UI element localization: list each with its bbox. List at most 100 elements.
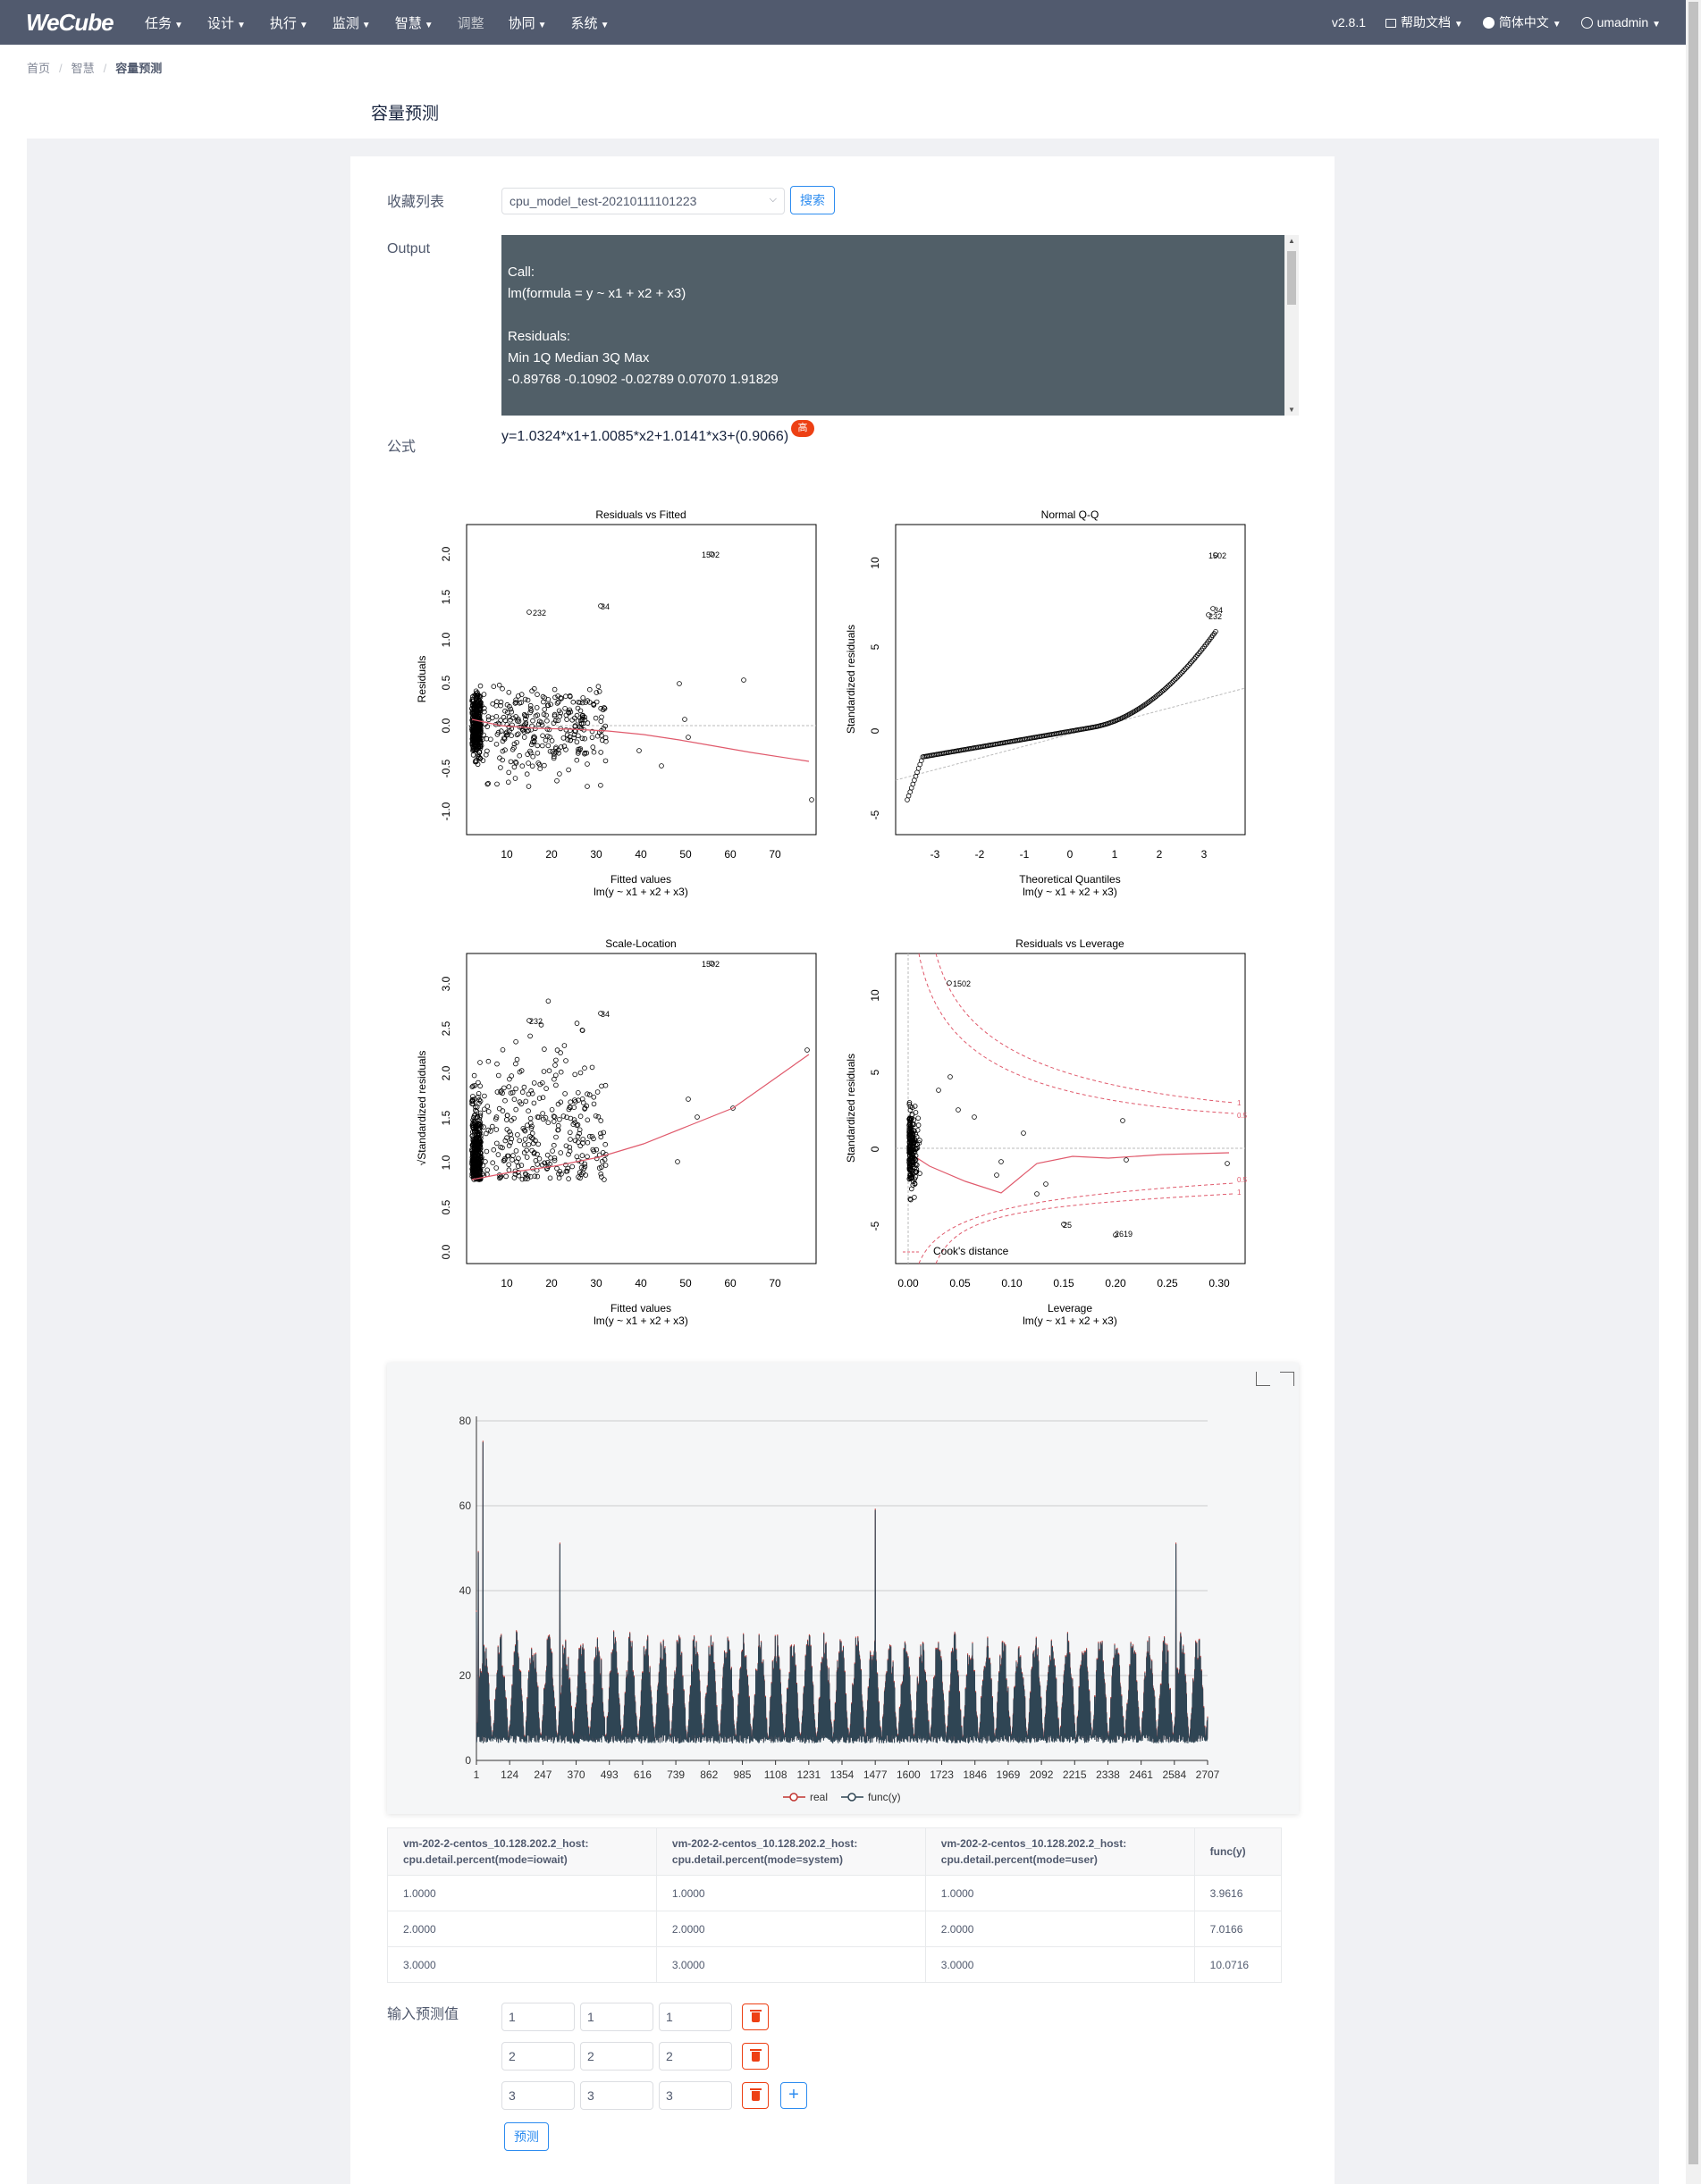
- scatter-point: [552, 711, 558, 718]
- nav-item-execute[interactable]: 执行 ▼: [270, 13, 308, 32]
- scatter-point: [576, 1139, 581, 1145]
- scatter-point: [475, 761, 481, 768]
- scatter-point: [804, 1047, 810, 1053]
- legend-func-y[interactable]: func(y): [841, 1791, 901, 1803]
- language-menu[interactable]: 简体中文 ▼: [1482, 13, 1562, 31]
- predict-input[interactable]: [659, 2003, 732, 2031]
- scatter-point: [539, 722, 545, 728]
- scroll-down-icon[interactable]: ▼: [1288, 406, 1295, 414]
- scatter-point: [516, 731, 521, 737]
- nav-item-system[interactable]: 系统 ▼: [571, 13, 610, 32]
- scatter-point: [575, 718, 581, 724]
- x-axis-label: Fitted values: [611, 873, 671, 886]
- predict-input[interactable]: [659, 2042, 732, 2071]
- nav-item-monitor[interactable]: 监测 ▼: [333, 13, 371, 32]
- zoom-reset-icon[interactable]: [1280, 1372, 1294, 1386]
- scatter-point: [596, 1165, 602, 1171]
- predict-input[interactable]: [501, 2081, 575, 2110]
- scatter-point: [600, 737, 605, 743]
- scatter-point: [513, 1038, 518, 1045]
- delete-row-button[interactable]: [742, 2082, 769, 2109]
- nav-item-task[interactable]: 任务 ▼: [145, 13, 183, 32]
- scatter-point: [510, 1153, 516, 1158]
- favorites-select[interactable]: cpu_model_test-20210111101223 ⌵: [501, 188, 785, 214]
- nav-item-adjust[interactable]: 调整: [458, 13, 484, 32]
- trash-icon: [750, 2049, 762, 2062]
- x-tick: 0.05: [949, 1277, 971, 1289]
- y-tick: 0.5: [440, 675, 452, 690]
- scroll-up-icon[interactable]: ▲: [1288, 237, 1295, 245]
- delete-row-button[interactable]: [742, 2043, 769, 2070]
- scatter-point: [582, 1106, 587, 1112]
- predict-input[interactable]: [580, 2081, 653, 2110]
- predict-button[interactable]: 预测: [504, 2122, 549, 2151]
- zoom-icon[interactable]: [1256, 1372, 1270, 1386]
- scatter-point: [475, 692, 481, 698]
- contour-label: 1: [1237, 1099, 1242, 1107]
- predict-input[interactable]: [501, 2003, 575, 2031]
- predict-input[interactable]: [580, 2003, 653, 2031]
- contour-label: 0.5: [1237, 1176, 1248, 1184]
- plot-title: Residuals vs Leverage: [1015, 937, 1124, 950]
- scatter-point: [524, 1155, 530, 1160]
- scatter-point: [552, 1142, 557, 1148]
- scatter-point: [531, 1080, 537, 1086]
- scatter-point: [478, 728, 484, 734]
- scatter-point: [677, 681, 682, 686]
- breadcrumb-home[interactable]: 首页: [27, 62, 51, 75]
- scatter-point: [500, 1090, 505, 1096]
- scatter-point: [529, 1090, 535, 1096]
- predict-input[interactable]: [659, 2081, 732, 2110]
- add-row-button[interactable]: +: [780, 2082, 807, 2109]
- output-console[interactable]: Call: lm(formula = y ~ x1 + x2 + x3) Res…: [501, 235, 1299, 416]
- scatter-point: [560, 735, 567, 741]
- scatter-point: [526, 1018, 532, 1023]
- nav-label: 设计: [206, 15, 234, 31]
- scrollbar-thumb[interactable]: [1688, 2, 1698, 2164]
- scatter-point: [1180, 668, 1186, 674]
- scatter-point: [517, 1069, 523, 1075]
- breadcrumb-parent[interactable]: 智慧: [71, 62, 95, 75]
- nav-item-collaborate[interactable]: 协同 ▼: [509, 13, 547, 32]
- scatter-point: [598, 603, 603, 609]
- scatter-point: [494, 732, 501, 737]
- nav-item-design[interactable]: 设计 ▼: [207, 13, 246, 32]
- y-tick-label: 60: [459, 1499, 472, 1512]
- wecube-logo[interactable]: WeCube: [26, 9, 114, 36]
- scatter-point: [730, 1105, 736, 1111]
- scatter-point: [502, 1138, 509, 1144]
- predict-input[interactable]: [501, 2042, 575, 2071]
- scatter-point: [484, 1104, 491, 1109]
- scrollbar-thumb[interactable]: [1287, 251, 1296, 305]
- scatter-point: [469, 1133, 476, 1138]
- page-scrollbar[interactable]: [1686, 0, 1701, 2184]
- top-nav-bar: WeCube 任务 ▼ 设计 ▼ 执行 ▼ 监测 ▼ 智慧 ▼ 调整 协同 ▼ 系统 ▼ v2…: [0, 0, 1701, 45]
- scatter-point: [493, 714, 500, 719]
- nav-item-intelligence[interactable]: 智慧 ▼: [395, 13, 434, 32]
- chevron-down-icon: ▼: [1552, 20, 1562, 29]
- chevron-down-icon: ▼: [299, 20, 308, 30]
- table-cell: 1.0000: [387, 1875, 657, 1911]
- favorites-selected-value: cpu_model_test-20210111101223: [509, 194, 697, 208]
- scatter-point: [493, 741, 500, 747]
- scatter-point: [488, 1129, 493, 1134]
- output-scrollbar[interactable]: ▲ ▼: [1284, 235, 1299, 416]
- user-menu[interactable]: umadmin ▼: [1580, 15, 1661, 29]
- y-tick: -5: [869, 810, 881, 819]
- y-tick: 1.0: [440, 1155, 452, 1170]
- scatter-point: [558, 1050, 563, 1055]
- search-button[interactable]: 搜索: [790, 186, 835, 214]
- scatter-point: [566, 1176, 571, 1181]
- x-tick: 0: [1067, 848, 1074, 861]
- scatter-point: [1183, 665, 1189, 671]
- delete-row-button[interactable]: [742, 2003, 769, 2030]
- help-docs-menu[interactable]: 帮助文档 ▼: [1385, 13, 1463, 31]
- y-tick: 1.0: [440, 632, 452, 647]
- scatter-point: [505, 1153, 510, 1159]
- scatter-point: [566, 1151, 571, 1157]
- legend-real[interactable]: real: [783, 1791, 828, 1803]
- predict-input[interactable]: [580, 2042, 653, 2071]
- scatter-point: [472, 1096, 477, 1102]
- x-tick: 70: [769, 1277, 781, 1289]
- scatter-point: [485, 1109, 492, 1114]
